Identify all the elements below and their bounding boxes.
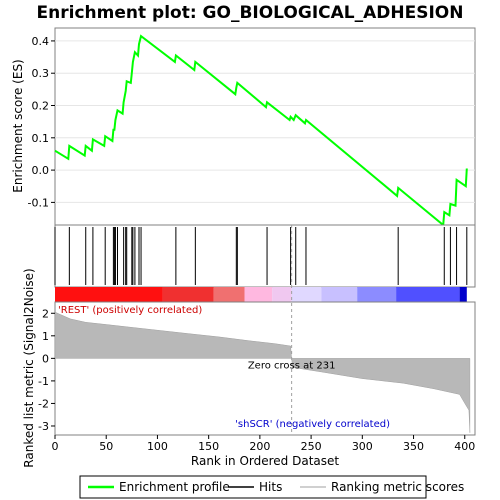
es-tick-label: 0.2 [32,100,50,113]
ranking-metric-area [54,311,471,433]
legend-label: Ranking metric scores [331,480,464,494]
heat-segment [396,287,460,302]
correlation-heat-bar [55,287,467,302]
enrichment-profile-line [54,34,468,227]
es-tick-label: 0.4 [32,35,50,48]
rest-correlation-label: 'REST' (positively correlated) [58,305,202,316]
x-tick-label: 200 [249,440,270,453]
x-axis-label: Rank in Ordered Dataset [191,454,339,468]
metric-tick-label: -3 [38,420,49,433]
es-tick-label: 0.1 [32,132,50,145]
metric-tick-label: 1 [42,330,49,343]
x-tick-label: 350 [403,440,424,453]
heat-segment [321,287,358,302]
heat-segment [213,287,245,302]
legend-label: Hits [259,480,282,494]
hit-markers [54,227,468,285]
heat-segment [55,287,163,302]
es-panel [54,27,476,226]
heat-segment [272,287,292,302]
es-tick-label: 0.3 [32,67,50,80]
metric-tick-label: 2 [42,307,49,320]
heat-segment [357,287,397,302]
metric-tick-label: -1 [38,375,49,388]
heat-segment [291,287,322,302]
chart-title: Enrichment plot: GO_BIOLOGICAL_ADHESION [37,3,464,23]
es-tick-label: -0.1 [28,196,49,209]
es-tick-label: 0.0 [32,164,50,177]
x-axis-ticks: 0 50 100 150 200 250 300 350 400 [52,435,475,453]
legend: Enrichment profile Hits Ranking metric sco… [88,480,464,494]
x-tick-label: 0 [52,440,59,453]
x-tick-label: 400 [454,440,475,453]
es-y-ticks: 0.4 0.3 0.2 0.1 0.0 -0.1 [28,35,55,209]
x-tick-label: 100 [147,440,168,453]
hits-panel [54,224,476,288]
es-y-label: Enrichment score (ES) [11,59,25,192]
x-tick-label: 300 [352,440,373,453]
metric-tick-label: 0 [42,352,49,365]
metric-y-ticks: 2 1 0 -1 -2 -3 [38,307,55,433]
shscr-correlation-label: 'shSCR' (negatively correlated) [235,419,390,430]
x-tick-label: 250 [301,440,322,453]
heat-segment [459,287,467,302]
heat-segment [162,287,214,302]
x-tick-label: 150 [198,440,219,453]
legend-label: Enrichment profile [119,480,230,494]
x-tick-label: 50 [99,440,113,453]
heat-segment [244,287,273,302]
zero-cross-label: Zero cross at 231 [248,361,336,372]
metric-tick-label: -2 [38,397,49,410]
metric-y-label: Ranked list metric (Signal2Noise) [22,268,36,467]
